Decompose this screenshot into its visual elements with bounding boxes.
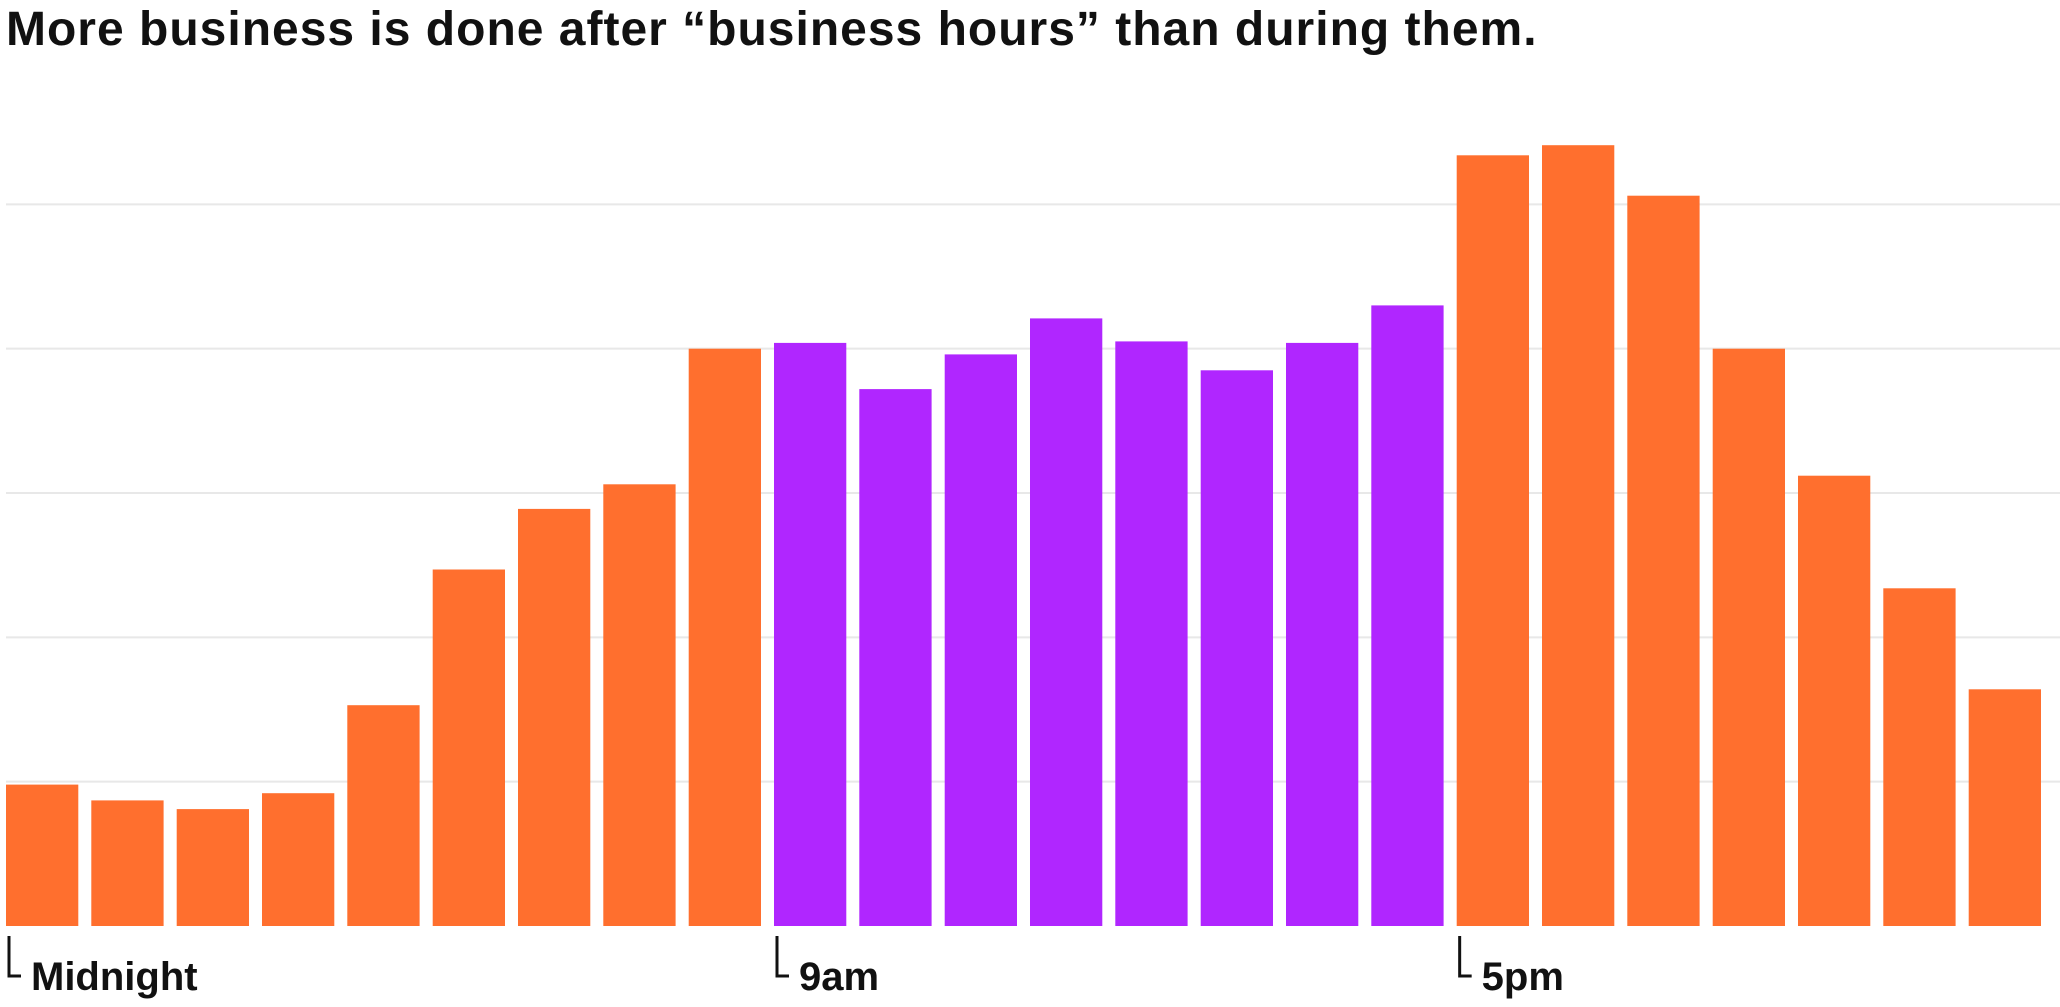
bar-hour-4 — [347, 705, 420, 926]
bar-hour-5 — [432, 569, 505, 926]
bar-hour-2 — [176, 809, 249, 926]
tick-label: 9am — [799, 955, 879, 999]
bar-hour-21 — [1798, 475, 1871, 926]
bar-hour-1 — [91, 800, 164, 926]
bars — [6, 145, 2041, 927]
tick-label: Midnight — [31, 955, 198, 999]
bar-hour-18 — [1542, 145, 1615, 926]
chart-title: More business is done after “business ho… — [6, 3, 1538, 56]
bar-hour-11 — [944, 354, 1017, 926]
tick-9am: 9am — [775, 936, 879, 999]
bar-hour-6 — [518, 508, 591, 926]
tick-label: 5pm — [1482, 955, 1564, 999]
bar-hour-13 — [1115, 341, 1188, 926]
tick-5pm: 5pm — [1458, 936, 1564, 999]
bar-hour-17 — [1456, 155, 1529, 927]
bar-hour-12 — [1030, 318, 1103, 926]
tick-midnight: Midnight — [7, 936, 198, 999]
bar-hour-3 — [262, 793, 335, 926]
bar-hour-22 — [1883, 588, 1956, 926]
tick-mark — [1458, 936, 1472, 978]
bar-hour-16 — [1371, 305, 1444, 926]
bar-hour-8 — [688, 348, 761, 926]
bar-hour-15 — [1286, 342, 1359, 926]
bar-hour-9 — [774, 342, 847, 926]
tick-mark — [775, 936, 789, 978]
bar-hour-23 — [1968, 689, 2041, 926]
bar-hour-14 — [1200, 370, 1273, 926]
x-axis-tick-labels: Midnight 9am 5pm — [7, 936, 1564, 999]
bar-hour-7 — [603, 484, 676, 926]
bar-hour-10 — [859, 389, 932, 927]
bar-hour-0 — [6, 784, 79, 926]
bar-hour-20 — [1712, 348, 1785, 926]
tick-mark — [7, 936, 21, 978]
bar-hour-19 — [1627, 195, 1700, 926]
